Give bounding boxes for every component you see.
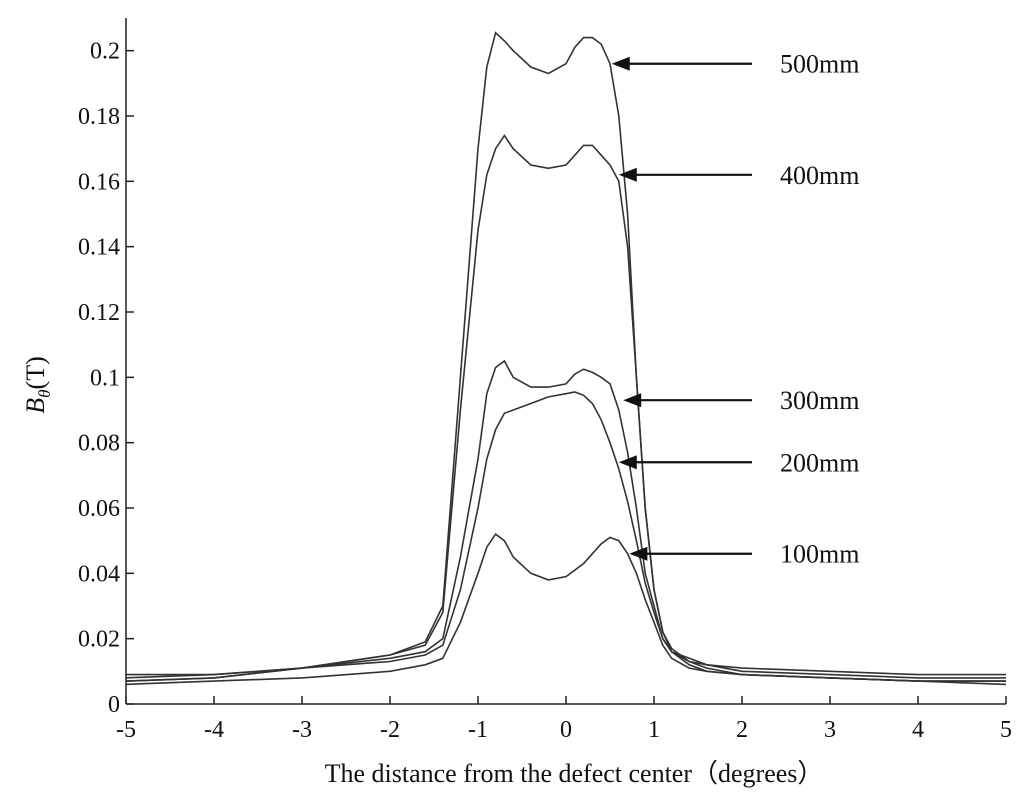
y-tick-label: 0.2 (90, 39, 120, 65)
series-label: 200mm (780, 448, 859, 477)
x-tick-label: 1 (648, 717, 660, 743)
y-tick-label: 0.12 (78, 300, 120, 326)
annotation-arrow-head (618, 167, 637, 182)
x-tick-label: 2 (736, 717, 748, 743)
y-tick-label: 0.14 (78, 235, 120, 261)
annotation-arrow-head (629, 546, 648, 561)
x-tick-label: -3 (292, 717, 312, 743)
x-axis-title: The distance from the defect center（degr… (325, 759, 824, 788)
axis-ticks: -5 -4 -3 -2 -1 0 1 2 3 4 5 0 0.02 0.04 0.06 0.08 0.1 0.12… (78, 39, 1012, 743)
annotation-200mm: 200mm (618, 448, 859, 477)
annotation-300mm: 300mm (623, 386, 859, 415)
series-label: 100mm (780, 540, 859, 569)
annotation-arrow-head (618, 455, 637, 470)
series-line-300mm (126, 359, 1006, 676)
y-tick-label: 0.16 (78, 169, 120, 195)
x-tick-label: -2 (380, 717, 400, 743)
annotation-100mm: 100mm (629, 540, 859, 569)
annotation-arrow-head (611, 56, 630, 71)
x-tick-label: -4 (204, 717, 224, 743)
y-axis-title-unit: (T) (21, 356, 50, 389)
series-line-400mm (125, 134, 1006, 682)
series-annotations: 500mm 400mm 300mm 200mm 100mm (611, 50, 859, 569)
series-line-100mm (125, 532, 1007, 686)
y-tick-label: 0.18 (78, 104, 120, 130)
x-tick-label: 3 (824, 717, 836, 743)
svg-text:Bθ(T): Bθ(T) (21, 356, 54, 413)
annotation-500mm: 500mm (611, 50, 859, 79)
x-tick-label: -5 (116, 717, 136, 743)
annotation-arrow-head (623, 393, 642, 408)
y-tick-label: 0.1 (90, 365, 120, 391)
series-group (125, 31, 1007, 686)
y-axis-title-main: B (21, 398, 50, 414)
series-label: 400mm (780, 161, 859, 190)
x-tick-label: 0 (560, 717, 572, 743)
y-axis-title-sub: θ (35, 389, 54, 397)
series-label: 300mm (780, 386, 859, 415)
y-axis-title: Bθ(T) (21, 356, 54, 413)
series-label: 500mm (780, 50, 859, 79)
annotation-400mm: 400mm (618, 161, 859, 190)
x-tick-label: -1 (468, 717, 488, 743)
y-tick-label: 0.08 (78, 431, 120, 457)
y-tick-label: 0 (108, 692, 120, 718)
axes (125, 18, 1006, 705)
series-line-200mm (125, 391, 1006, 679)
y-tick-label: 0.04 (78, 561, 120, 587)
y-tick-label: 0.06 (78, 496, 120, 522)
series-line-500mm (125, 31, 1006, 682)
x-tick-label: 5 (1000, 717, 1012, 743)
x-tick-label: 4 (912, 717, 924, 743)
y-tick-label: 0.02 (78, 627, 120, 653)
